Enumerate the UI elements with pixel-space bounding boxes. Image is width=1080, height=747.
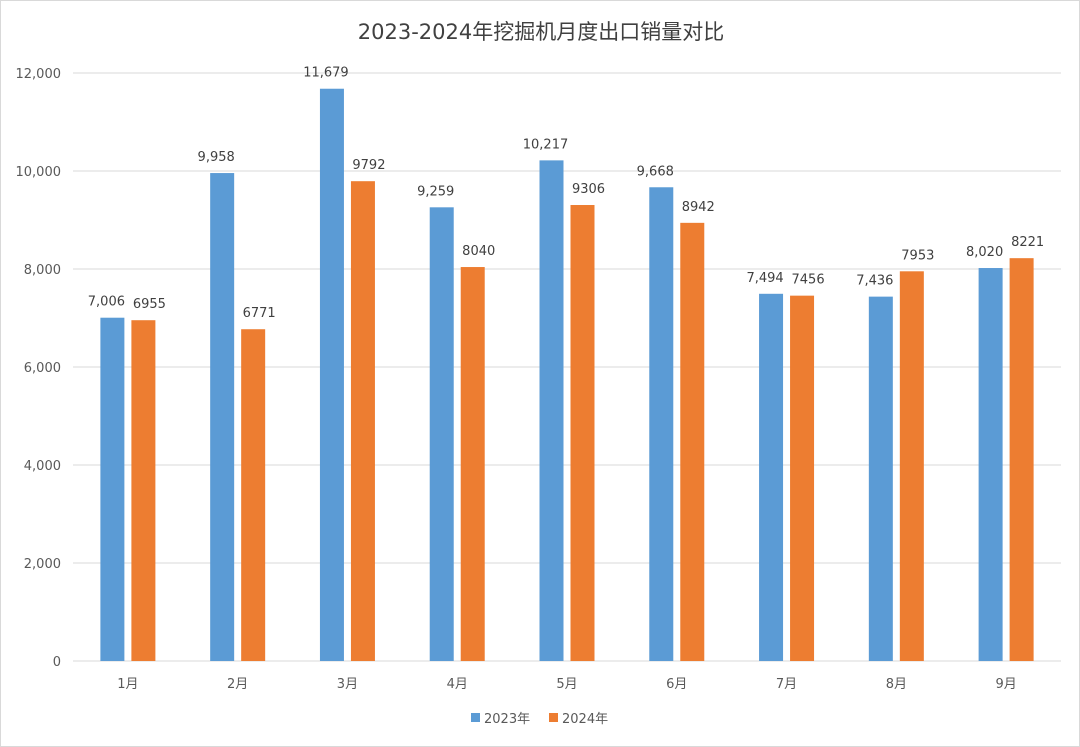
y-tick-label: 12,000 <box>16 67 62 82</box>
data-label: 10,217 <box>523 137 569 152</box>
y-tick-label: 0 <box>53 655 61 670</box>
bar-2024年 <box>570 205 595 662</box>
bar-2023年 <box>539 160 564 661</box>
x-tick-label: 6月 <box>666 677 687 692</box>
y-tick-label: 10,000 <box>16 165 62 180</box>
bar-2024年 <box>680 222 705 662</box>
bar-2023年 <box>210 173 235 662</box>
bar-2023年 <box>429 207 454 661</box>
data-label: 7953 <box>901 248 934 263</box>
bar-2024年 <box>460 267 485 661</box>
y-tick-label: 2,000 <box>24 557 61 572</box>
data-label: 9,668 <box>637 164 674 179</box>
x-tick-label: 5月 <box>556 677 577 692</box>
data-label: 8942 <box>682 200 715 215</box>
data-label: 11,679 <box>303 66 349 81</box>
y-tick-label: 6,000 <box>24 361 61 376</box>
data-label: 8,020 <box>966 245 1003 260</box>
bars: 7,006 6955 9,958 6771 11,679 9792 9,259 8040 10,… <box>88 66 1044 662</box>
x-tick-label: 8月 <box>886 677 907 692</box>
data-label: 7456 <box>792 273 825 288</box>
data-label: 7,436 <box>856 274 893 289</box>
bar-2024年 <box>899 271 924 661</box>
gridlines <box>73 72 1061 662</box>
bar-2023年 <box>100 317 125 661</box>
y-axis: 0 2,000 4,000 6,000 8,000 10,000 12,000 <box>16 67 62 670</box>
data-label: 6771 <box>243 306 276 321</box>
x-tick-label: 9月 <box>995 677 1016 692</box>
bar-2023年 <box>868 296 893 661</box>
bar-2023年 <box>759 293 784 661</box>
legend-swatch <box>471 713 480 722</box>
legend-label: 2024年 <box>562 712 608 727</box>
bar-2024年 <box>131 320 156 661</box>
data-label: 7,494 <box>746 271 783 286</box>
data-label: 8221 <box>1011 235 1044 250</box>
data-label: 7,006 <box>88 295 125 310</box>
bar-2024年 <box>790 295 815 661</box>
y-tick-label: 8,000 <box>24 263 61 278</box>
bar-2023年 <box>319 88 344 661</box>
x-tick-label: 1月 <box>117 677 138 692</box>
bar-2023年 <box>978 268 1003 661</box>
data-label: 8040 <box>462 244 495 259</box>
x-axis: 1月 2月 3月 4月 5月 6月 7月 8月 9月 <box>117 677 1017 692</box>
bar-2023年 <box>649 187 674 661</box>
x-tick-label: 4月 <box>447 677 468 692</box>
x-tick-label: 7月 <box>776 677 797 692</box>
data-label: 9792 <box>352 158 385 173</box>
data-label: 6955 <box>133 297 166 312</box>
x-tick-label: 3月 <box>337 677 358 692</box>
legend: 2023年 2024年 <box>471 712 608 727</box>
legend-label: 2023年 <box>484 712 530 727</box>
bar-2024年 <box>1009 258 1034 661</box>
bar-2024年 <box>241 329 266 661</box>
data-label: 9,259 <box>417 184 454 199</box>
data-label: 9,958 <box>198 150 235 165</box>
data-label: 9306 <box>572 182 605 197</box>
legend-swatch <box>549 713 558 722</box>
x-tick-label: 2月 <box>227 677 248 692</box>
bar-2024年 <box>350 181 375 661</box>
chart-title: 2023-2024年挖掘机月度出口销量对比 <box>358 20 724 44</box>
y-tick-label: 4,000 <box>24 459 61 474</box>
